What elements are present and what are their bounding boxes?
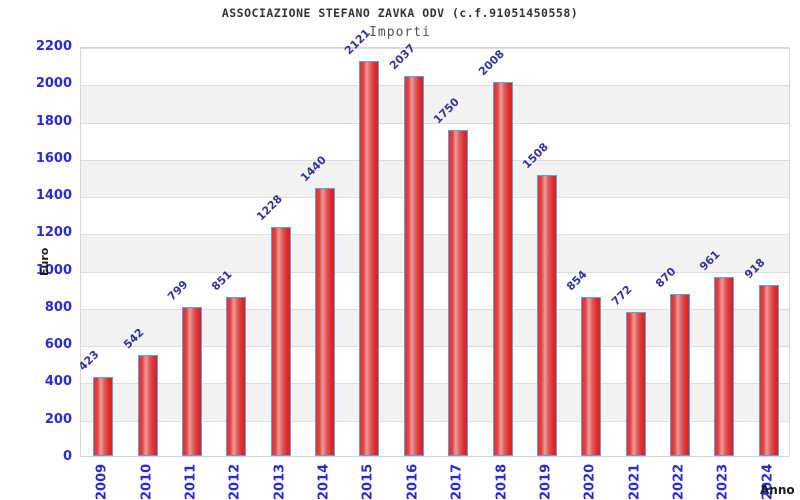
y-tick-label: 800 bbox=[44, 299, 72, 315]
gridline bbox=[81, 48, 789, 49]
gridline bbox=[81, 197, 789, 199]
x-tick-label: 2012 bbox=[227, 463, 243, 500]
y-tick-label: 2200 bbox=[35, 39, 72, 54]
chart-title: ASSOCIAZIONE STEFANO ZAVKA ODV (c.f.9105… bbox=[221, 6, 579, 20]
y-tick-label: 2000 bbox=[35, 76, 72, 92]
bar bbox=[93, 377, 114, 456]
bar bbox=[536, 175, 557, 456]
x-tick-label: 2020 bbox=[582, 463, 598, 500]
y-tick-label: 0 bbox=[62, 449, 72, 464]
x-tick-label: 2009 bbox=[94, 463, 110, 500]
x-tick-label: 2011 bbox=[183, 463, 199, 500]
gridline bbox=[81, 122, 789, 124]
bar bbox=[403, 76, 424, 456]
x-tick-label: 2017 bbox=[449, 463, 465, 500]
gridline bbox=[81, 271, 789, 273]
gridline bbox=[81, 383, 789, 385]
x-tick-label: 2016 bbox=[405, 463, 421, 500]
bar bbox=[448, 130, 469, 456]
bar bbox=[758, 285, 779, 456]
bar bbox=[625, 312, 646, 456]
gridline bbox=[81, 420, 789, 422]
y-tick-label: 400 bbox=[44, 374, 72, 390]
y-tick-label: 1200 bbox=[35, 225, 72, 241]
band-row bbox=[81, 234, 789, 272]
x-tick-label: 2014 bbox=[316, 463, 332, 500]
x-tick-label: 2019 bbox=[538, 463, 554, 500]
gridline bbox=[81, 308, 789, 310]
band-row bbox=[81, 85, 789, 123]
bar bbox=[359, 61, 380, 456]
bar bbox=[581, 297, 602, 456]
x-tick-label: 2010 bbox=[139, 463, 155, 500]
band-row bbox=[81, 159, 789, 198]
y-tick-label: 200 bbox=[44, 411, 72, 427]
x-axis-title: Anno bbox=[760, 483, 795, 497]
y-tick-label: 1600 bbox=[35, 150, 72, 166]
bar bbox=[714, 277, 735, 456]
bar bbox=[492, 82, 513, 456]
gridline bbox=[81, 85, 789, 87]
x-tick-label: 2021 bbox=[627, 463, 643, 500]
bar bbox=[315, 188, 336, 456]
y-tick-label: 600 bbox=[44, 337, 72, 353]
bar bbox=[226, 297, 247, 456]
gridline bbox=[81, 159, 789, 161]
plot-area bbox=[80, 47, 790, 457]
x-tick-label: 2018 bbox=[494, 463, 510, 500]
gridline bbox=[81, 234, 789, 236]
chart-subtitle: Importi bbox=[369, 25, 431, 40]
y-tick-label: 1800 bbox=[35, 113, 72, 129]
bar bbox=[270, 227, 291, 456]
y-tick-label: 1400 bbox=[35, 188, 72, 204]
y-axis-title: Euro bbox=[38, 247, 51, 276]
bar bbox=[181, 307, 202, 456]
bar bbox=[137, 355, 158, 456]
x-tick-label: 2022 bbox=[671, 463, 687, 500]
bar bbox=[670, 294, 691, 456]
y-tick-label: 1000 bbox=[35, 262, 72, 278]
x-tick-label: 2013 bbox=[272, 463, 288, 500]
gridline bbox=[81, 346, 789, 348]
x-tick-label: 2015 bbox=[360, 463, 376, 500]
x-tick-label: 2023 bbox=[715, 463, 731, 500]
